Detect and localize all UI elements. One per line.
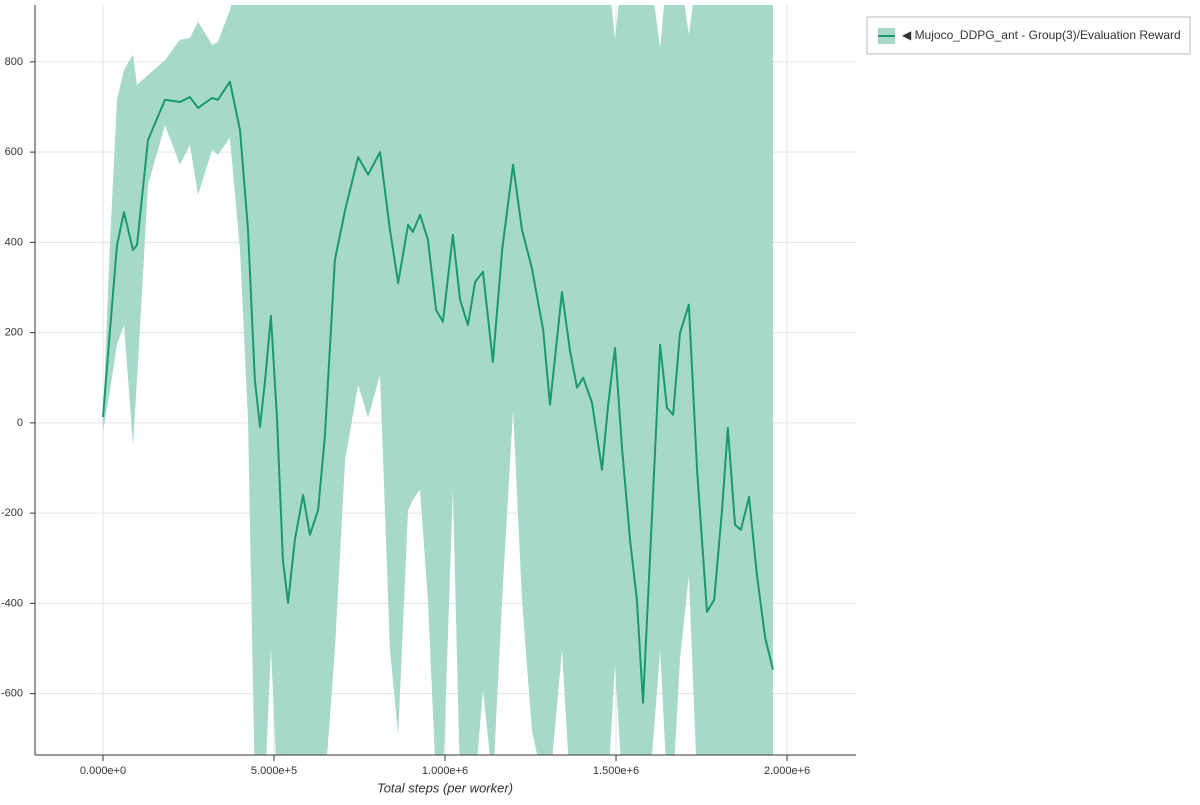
x-tick-label: 5.000e+5 — [251, 765, 297, 777]
line — [102, 80, 774, 704]
y-tick-label: 0 — [17, 417, 23, 429]
x-tick-label: 1.000e+6 — [422, 765, 468, 777]
x-tick-label: 2.000e+6 — [764, 765, 810, 777]
axes: -600 -400 -200 0 200 400 600 800 0.000e+0 5.000e+… — [1, 5, 856, 777]
band — [103, 5, 773, 755]
legend-label: ◀ Mujoco_DDPG_ant - Group(3)/Evaluation … — [902, 28, 1181, 42]
y-tick-label: 400 — [5, 236, 23, 248]
y-tick-label: 800 — [5, 56, 23, 68]
legend: ◀ Mujoco_DDPG_ant - Group(3)/Evaluation … — [866, 16, 1191, 55]
plot-area — [102, 5, 774, 755]
x-tick-label: 0.000e+0 — [80, 765, 126, 777]
y-tick-label: -400 — [1, 597, 23, 609]
y-tick-label: -600 — [1, 688, 23, 700]
y-tick-label: 600 — [5, 146, 23, 158]
x-tick-label: 1.500e+6 — [593, 765, 639, 777]
legend-box — [866, 16, 1191, 55]
y-tick-label: -200 — [1, 507, 23, 519]
x-axis-label: Total steps (per worker) — [377, 780, 513, 795]
y-tick-label: 200 — [5, 327, 23, 339]
